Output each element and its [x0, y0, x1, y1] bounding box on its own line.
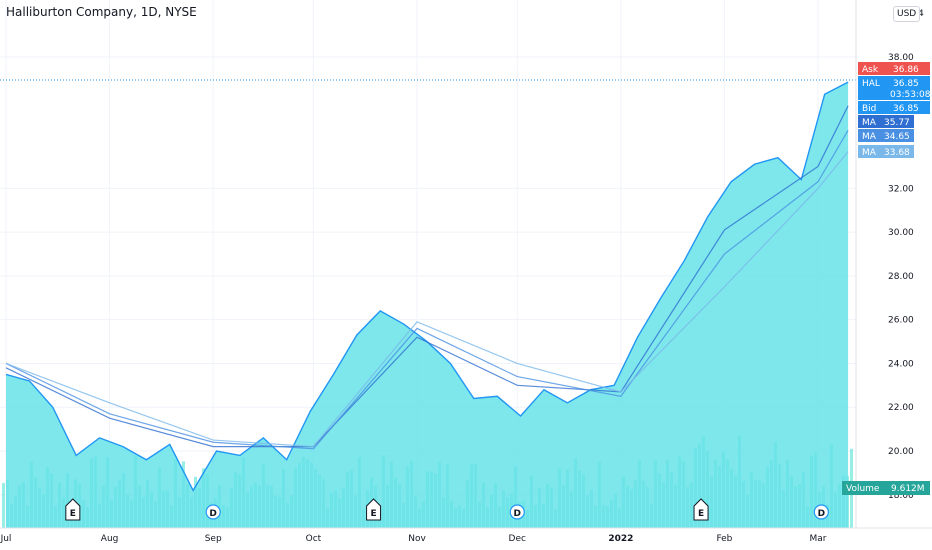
x-tick-label: Mar [810, 534, 827, 544]
moving-average-line [5, 105, 849, 448]
ma-tag-2-label: MA [862, 132, 877, 142]
ma-tag-2-value: 34.65 [884, 132, 910, 142]
ma-tag-3: MA 33.68 [858, 145, 914, 158]
y-tick-label: 20.00 [888, 447, 914, 457]
earnings-marker[interactable]: E [366, 498, 382, 521]
x-tick-label: Aug [101, 534, 119, 544]
top-price-label: 4 [918, 9, 924, 19]
dividend-marker[interactable]: D [205, 504, 221, 520]
ma-tag-2: MA 34.65 [858, 129, 914, 142]
ma-tag-1-value: 35.77 [884, 118, 910, 128]
currency-button[interactable]: USD [893, 6, 921, 22]
volume-bar [2, 483, 5, 528]
ma-tag-3-value: 33.68 [884, 148, 910, 158]
dividend-marker[interactable]: D [813, 504, 829, 520]
x-tick-label: Feb [716, 534, 732, 544]
y-tick-label: 26.00 [888, 316, 914, 326]
ask-tag-value: 36.86 [893, 65, 919, 75]
y-tick-label: 32.00 [888, 184, 914, 194]
y-tick-label: 28.00 [888, 272, 914, 282]
x-tick-label: Oct [306, 534, 322, 544]
svg-text:D: D [514, 509, 521, 519]
x-tick-label: Nov [408, 534, 426, 544]
volume-tag-value: 9.612M [891, 484, 925, 494]
svg-text:E: E [698, 509, 704, 519]
y-tick-label: 30.00 [888, 228, 914, 238]
bid-tag-value: 36.85 [893, 104, 919, 114]
y-tick-label: 38.00 [888, 53, 914, 63]
earnings-marker[interactable]: E [693, 498, 709, 521]
ma-tag-1: MA 35.77 [858, 115, 914, 128]
ma-tag-1-label: MA [862, 118, 877, 128]
y-tick-label: 18.00 [888, 491, 914, 501]
moving-average-line [5, 151, 849, 448]
x-tick-label: Sep [205, 534, 222, 544]
x-tick-label: 2022 [608, 534, 633, 544]
volume-tag-label: Volume [846, 484, 880, 494]
ask-tag: Ask 36.86 [858, 62, 930, 75]
moving-averages [5, 105, 849, 450]
dividend-marker[interactable]: D [509, 504, 525, 520]
chart-title: Halliburton Company, 1D, NYSE [6, 5, 197, 19]
hal-tag-countdown: 03:53:08 [890, 90, 931, 100]
time-axis[interactable]: Jul Aug Sep Oct Nov Dec 2022 Feb Mar [0, 534, 827, 544]
price-axis[interactable]: 38.00 32.00 30.00 28.00 26.00 24.00 22.00 20.00… [888, 53, 914, 501]
ask-tag-label: Ask [862, 65, 879, 75]
hal-tag-label: HAL [862, 79, 880, 89]
svg-text:D: D [209, 509, 216, 519]
y-tick-label: 22.00 [888, 403, 914, 413]
x-tick-label: Jul [0, 534, 11, 544]
svg-text:E: E [70, 509, 76, 519]
bid-tag: Bid 36.85 [858, 101, 930, 114]
volume-tag: Volume 9.612M [842, 481, 930, 495]
bid-tag-label: Bid [862, 104, 876, 114]
price-area [5, 81, 849, 528]
svg-text:E: E [370, 509, 376, 519]
ma-tag-3-label: MA [862, 148, 877, 158]
svg-text:D: D [818, 509, 825, 519]
moving-average-line [5, 130, 849, 450]
x-tick-label: Dec [509, 534, 526, 544]
hal-price-tag: HAL 36.85 03:53:08 [858, 76, 931, 100]
y-tick-label: 24.00 [888, 359, 914, 369]
hal-tag-value: 36.85 [893, 79, 919, 89]
price-area-fill [6, 82, 849, 528]
earnings-marker[interactable]: E [65, 498, 81, 521]
